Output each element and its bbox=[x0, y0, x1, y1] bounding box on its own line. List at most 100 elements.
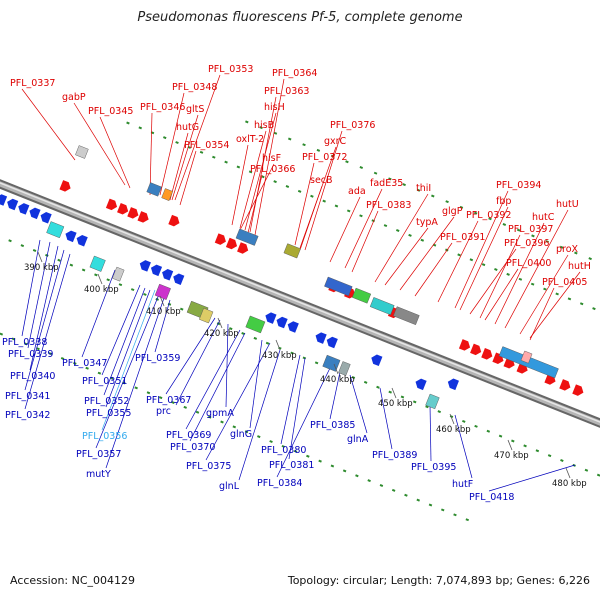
guide-dot bbox=[345, 160, 349, 164]
gene-feature bbox=[315, 332, 327, 344]
guide-dot bbox=[11, 337, 16, 341]
gene-feature bbox=[161, 188, 173, 201]
guide-dot bbox=[310, 194, 314, 198]
leader-line bbox=[294, 162, 315, 246]
gene-label-reverse: glnG bbox=[230, 429, 252, 440]
guide-dot bbox=[306, 454, 310, 458]
gene-label-forward: gltS bbox=[186, 104, 204, 115]
label-leader-lines bbox=[21, 74, 581, 492]
genome-summary-text: Topology: circular; Length: 7,074,893 bp… bbox=[287, 574, 590, 587]
guide-dot bbox=[376, 385, 380, 389]
guide-dot bbox=[481, 263, 486, 267]
gene-label-forward: PFL_0397 bbox=[508, 224, 553, 235]
guide-dot bbox=[316, 148, 321, 152]
gene-label-forward: PFL_0348 bbox=[172, 82, 217, 93]
gene-label-forward: PFL_0346 bbox=[140, 102, 185, 113]
guide-dot bbox=[516, 228, 521, 232]
guide-dot bbox=[363, 380, 368, 384]
gene-label-forward: PFL_0364 bbox=[272, 68, 317, 79]
gene-feature bbox=[276, 316, 288, 329]
tick-label: 410 kbp bbox=[146, 307, 181, 317]
leader-line bbox=[101, 289, 156, 431]
guide-dot bbox=[134, 386, 138, 390]
gene-feature bbox=[520, 350, 533, 364]
leader-line bbox=[231, 144, 249, 226]
leader-line bbox=[175, 319, 221, 406]
leader-line bbox=[249, 96, 277, 233]
leader-line bbox=[437, 220, 479, 303]
gene-label-reverse: PFL_0351 bbox=[82, 376, 127, 387]
guide-dot bbox=[259, 126, 263, 130]
gene-label-forward: fbp bbox=[496, 196, 511, 207]
guide-dot bbox=[257, 435, 261, 439]
gene-feature bbox=[265, 312, 277, 324]
gene-label-reverse: PFL_0352 bbox=[84, 396, 129, 407]
gene-feature bbox=[40, 212, 52, 224]
guide-dot bbox=[195, 410, 200, 414]
gene-feature bbox=[225, 237, 238, 250]
leader-line bbox=[24, 253, 71, 410]
leader-line bbox=[247, 174, 263, 234]
gene-label-reverse: PFL_0359 bbox=[135, 353, 180, 364]
gene-label-reverse: PFL_0369 bbox=[166, 430, 211, 441]
guide-dot bbox=[440, 508, 445, 512]
tick-mark bbox=[565, 467, 571, 479]
tick-label: 480 kbp bbox=[552, 479, 587, 489]
leader-line bbox=[154, 299, 171, 353]
gene-label-forward: PFL_0345 bbox=[88, 106, 133, 117]
guide-dot bbox=[486, 429, 491, 433]
gene-label-forward: PFL_0363 bbox=[264, 86, 309, 97]
guide-dot bbox=[322, 199, 326, 203]
leader-line bbox=[81, 269, 116, 358]
guide-dot bbox=[8, 239, 12, 243]
guide-dot bbox=[245, 120, 249, 124]
guide-dot bbox=[506, 272, 510, 276]
guide-dot bbox=[163, 136, 167, 140]
leader-line bbox=[529, 287, 555, 341]
guide-dot bbox=[48, 352, 53, 356]
gene-label-forward: hutC bbox=[532, 212, 555, 223]
gene-feature bbox=[447, 378, 459, 391]
gene-feature bbox=[146, 182, 162, 197]
leader-line bbox=[249, 339, 263, 429]
guide-dot bbox=[592, 307, 596, 311]
tick-mark bbox=[507, 439, 513, 451]
guide-dot bbox=[73, 361, 77, 365]
guide-dot bbox=[371, 219, 375, 223]
guide-dot bbox=[183, 405, 187, 409]
leader-line bbox=[280, 354, 301, 445]
guide-dot bbox=[547, 454, 552, 458]
guide-dot bbox=[253, 336, 258, 340]
leader-line bbox=[21, 88, 76, 161]
guide-dot bbox=[143, 292, 147, 296]
guide-dot bbox=[290, 351, 294, 355]
gene-label-forward: ada bbox=[348, 186, 366, 197]
leader-line bbox=[488, 464, 576, 492]
guide-dot bbox=[281, 444, 286, 448]
gene-label-forward: hutU bbox=[556, 199, 579, 210]
guide-dot bbox=[425, 405, 429, 409]
leader-line bbox=[519, 254, 569, 335]
gene-feature bbox=[154, 283, 171, 300]
guide-dot bbox=[359, 214, 363, 218]
guide-dot bbox=[236, 165, 241, 169]
gene-label-reverse: PFL_0340 bbox=[10, 371, 55, 382]
gene-feature bbox=[287, 321, 299, 333]
guide-dot bbox=[130, 288, 135, 292]
guide-dot bbox=[207, 415, 212, 419]
guide-dot bbox=[241, 332, 245, 336]
leader-line bbox=[276, 367, 331, 478]
gene-feature bbox=[7, 198, 19, 211]
guide-dot bbox=[24, 342, 28, 346]
gene-feature bbox=[112, 266, 125, 282]
tick-mark bbox=[391, 387, 397, 399]
guide-dot bbox=[404, 493, 408, 497]
tick-mark bbox=[217, 317, 223, 329]
guide-dot bbox=[212, 155, 216, 159]
gene-feature bbox=[162, 269, 174, 281]
guide-dot bbox=[85, 366, 89, 370]
gene-label-forward: secB bbox=[310, 175, 333, 186]
guide-dot bbox=[287, 137, 292, 141]
gene-feature bbox=[127, 207, 139, 219]
